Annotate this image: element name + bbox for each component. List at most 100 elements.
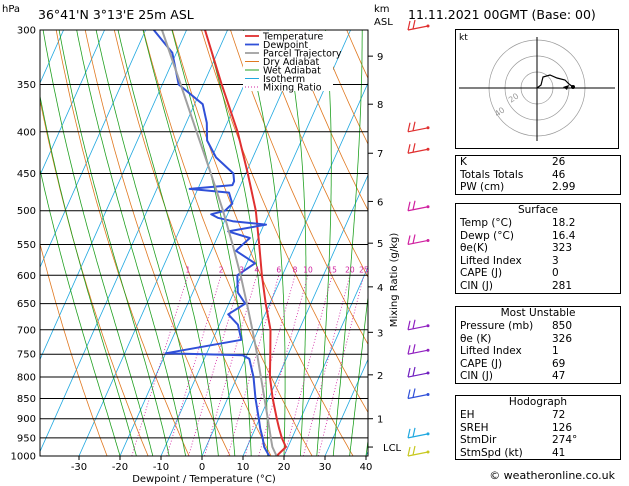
pressure-tick-label: 900 [17,414,36,425]
mu-value: 1 [552,345,559,358]
mixing-ratio-label: 8 [293,265,298,274]
wind-barb-dot [426,348,430,352]
most-unstable-panel: Most Unstable Pressure (mb) 850 θe (K) 326… [455,306,621,384]
dry-adiabat-line [259,30,368,279]
wind-barb [407,122,411,132]
wind-barb [407,20,411,31]
pressure-tick-label: 950 [17,433,36,444]
surface-label: CAPE (J) [460,267,503,280]
pressure-tick-label: 750 [17,350,36,361]
mixing-ratio-label: 6 [276,265,281,274]
background-lines [40,30,368,456]
station-info: 36°41'N 3°13'E 25m ASL [38,7,194,22]
mixing-ratio-line [204,275,258,456]
surface-label: Lifted Index [460,254,522,267]
pressure-tick-label: 400 [17,127,36,138]
hodo-value: 274° [552,434,578,447]
wind-barb [407,428,411,438]
mu-value: 47 [552,370,566,383]
wind-barb [407,127,429,133]
hodo-label: EH [460,409,475,421]
wind-barbs [407,19,430,457]
dry-adiabat-line [230,30,368,346]
surface-label: Temp (°C) [460,217,513,229]
isotherm-line [40,30,228,453]
wind-barb [412,344,416,354]
pressure-tick-label: 350 [17,80,36,91]
k-value: 26 [552,156,566,168]
hodograph-trace [536,74,574,89]
height-tick-label: 1 [377,415,383,426]
series-line-temperature [204,30,287,456]
surface-label: Dewp (°C) [460,229,514,242]
mu-value: 69 [552,357,566,370]
surface-value: 0 [552,267,559,280]
temperature-tick-label: 0 [199,462,205,473]
hodo-label: StmSpd (kt) [460,446,523,459]
wind-barb [412,19,416,30]
tt-value: 46 [552,168,566,181]
temperature-tick-label: -10 [153,462,169,473]
isotherm-line [78,30,269,456]
mixing-ratio-line [317,275,365,456]
wind-barb [407,206,429,212]
mu-label: Pressure (mb) [460,320,534,332]
wind-barb [412,143,416,153]
series-line-parcel-trajectory [161,30,278,456]
wind-barb [407,201,411,211]
temperature-tick-label: -20 [112,462,128,473]
height-unit-asl: ASL [374,17,393,28]
height-tick-label: 5 [377,239,383,250]
wet-adiabat-line [42,30,154,456]
hodo-value: 126 [552,421,573,434]
pressure-tick-label: 500 [17,206,36,217]
pressure-tick-label: 800 [17,373,36,384]
surface-title: Surface [517,204,558,216]
wind-barb [407,446,411,457]
wind-barb [407,372,429,378]
mixing-ratio-label: 15 [327,265,337,274]
mixing-ratio-line [166,275,222,456]
wind-barb-dot [426,371,430,375]
mixing-ratio-label: 4 [254,265,259,274]
hodo-label: StmDir [460,434,497,447]
pressure-unit: hPa [2,4,20,15]
wind-barb [412,445,416,456]
tt-label: Totals Totals [460,168,524,181]
series-line-dewpoint [153,30,271,456]
temperature-tick-label: 30 [319,462,332,473]
wind-barb [407,389,411,399]
temperature-tick-label: 20 [278,462,291,473]
mu-label: CIN (J) [460,370,493,383]
temperature-tick-label: -30 [71,462,87,473]
wind-barb-dot [426,432,430,436]
wind-barb-dot [426,205,430,209]
k-label: K [460,156,467,168]
mu-value: 326 [552,332,573,345]
pressure-tick-label: 600 [17,271,36,282]
wet-adiabat-line [316,30,332,456]
wind-barb [407,325,429,331]
mixing-ratio-label: 1 [186,265,191,274]
wind-barb [407,367,411,378]
height-tick-label: 2 [377,371,383,382]
wind-barb [407,433,429,439]
legend-label: Mixing Ratio [263,83,322,94]
height-tick-label: 6 [377,197,383,208]
indices-panel: K 26 Totals Totals 46 PW (cm) 2.99 [455,155,621,195]
hodograph-storm-marker [563,85,569,90]
legend-label: Wet Adiabat [263,66,321,77]
x-axis-label: Dewpoint / Temperature (°C) [132,474,276,485]
pressure-tick-label: 650 [17,299,36,310]
pw-value: 2.99 [552,181,576,194]
hodo-value: 41 [552,446,566,459]
isotherm-line [40,30,105,177]
wind-barb-dot [426,126,430,130]
height-tick-label: 3 [377,328,383,339]
wet-adiabat-line [40,93,137,456]
wind-barb [407,239,429,246]
hodograph-kt-label: kt [459,33,468,43]
surface-value: 18.2 [552,217,576,229]
height-unit-km: km [374,4,390,15]
legend-label: Dewpoint [263,40,308,51]
